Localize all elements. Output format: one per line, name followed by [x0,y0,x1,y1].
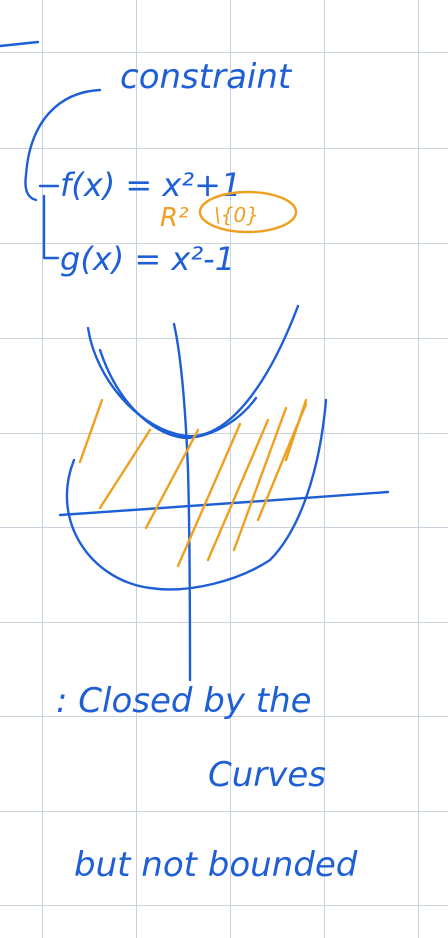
hatch-stroke [284,398,308,462]
domain-condition: \{0} [214,203,259,227]
grid-line [0,148,448,149]
hatch-stroke [176,422,242,568]
bracket-stroke [42,194,60,260]
curve-g [98,348,258,440]
grid-line [0,716,448,717]
curve-f [86,304,300,438]
hatch-stroke [98,428,152,510]
grid-line [324,0,325,938]
grid-line [0,905,448,906]
grid-line [0,811,448,812]
grid-line [0,338,448,339]
caption-line-1: : Closed by the [56,681,312,721]
grid-line [418,0,419,938]
equation-f: f(x) = x²+1 [60,166,241,204]
grid-line [0,52,448,53]
grid-line [230,0,231,938]
caption-line-2: Curves [208,755,326,795]
heading-constraint: constraint [120,57,293,97]
domain-circle [198,190,298,234]
grid-line [0,527,448,528]
caption-line-3: but not bounded [74,845,358,885]
grid-line [136,0,137,938]
domain-label: R² [160,203,189,233]
x-axis [58,490,390,517]
grid-line [0,243,448,244]
bracket-stroke [24,88,102,202]
hatch-stroke [206,418,270,562]
grid-line [42,0,43,938]
grid-line [0,622,448,623]
margin-stroke [0,40,40,48]
grid-line [0,433,448,434]
hatch-stroke [144,428,200,530]
region-outline [65,398,328,591]
hatch-stroke [78,398,104,464]
y-axis [172,322,192,682]
hatch-stroke [232,406,288,552]
equation-g: g(x) = x²-1 [60,240,235,278]
